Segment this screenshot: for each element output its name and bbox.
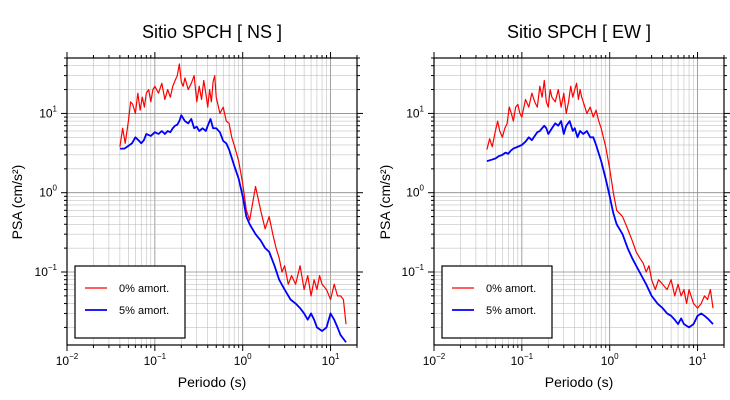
- x-tick-label: 100: [234, 352, 252, 368]
- x-axis-label: Periodo (s): [545, 374, 613, 390]
- y-tick-label: 101: [406, 104, 424, 120]
- chart-title: Sitio SPCH [ NS ]: [142, 22, 282, 42]
- legend: 0% amort. 5% amort.: [441, 265, 553, 339]
- legend-label: 5% amort.: [486, 305, 536, 317]
- chart-title: Sitio SPCH [ EW ]: [507, 22, 651, 42]
- series-line-zero-damping: [119, 63, 347, 325]
- grid: [66, 57, 358, 345]
- legend-label: 0% amort.: [119, 283, 169, 295]
- x-tick-label: 101: [689, 352, 707, 368]
- x-tick-label: 10−2: [423, 352, 446, 368]
- x-tick-label: 100: [601, 352, 619, 368]
- y-tick-label: 100: [406, 184, 424, 200]
- series-line-five-damping: [119, 114, 347, 343]
- legend: 0% amort. 5% amort.: [74, 265, 186, 339]
- plot-frame: [433, 57, 725, 346]
- y-axis-label: PSA (cm/s²): [9, 165, 25, 240]
- x-tick-label: 10−2: [56, 352, 79, 368]
- y-tick-label: 10−1: [402, 263, 425, 279]
- x-axis-label: Periodo (s): [178, 374, 246, 390]
- chart-panel-ew: Sitio SPCH [ EW ] Periodo (s) PSA (cm/s²…: [377, 22, 730, 390]
- y-axis-label: PSA (cm/s²): [377, 165, 393, 240]
- series-line-five-damping: [486, 120, 714, 329]
- y-tick-label: 101: [39, 104, 57, 120]
- chart-panel-ns: Sitio SPCH [ NS ] Periodo (s) PSA (cm/s²…: [9, 22, 363, 390]
- x-tick-label: 101: [322, 352, 340, 368]
- y-tick-label: 10−1: [35, 263, 58, 279]
- legend-label: 5% amort.: [119, 305, 169, 317]
- legend-box: [74, 265, 186, 339]
- legend-label: 0% amort.: [486, 283, 536, 295]
- series-line-zero-damping: [486, 79, 714, 309]
- legend-box: [441, 265, 553, 339]
- plot-frame: [66, 57, 358, 346]
- x-tick-label: 10−1: [144, 352, 167, 368]
- x-tick-label: 10−1: [511, 352, 534, 368]
- y-tick-label: 100: [39, 184, 57, 200]
